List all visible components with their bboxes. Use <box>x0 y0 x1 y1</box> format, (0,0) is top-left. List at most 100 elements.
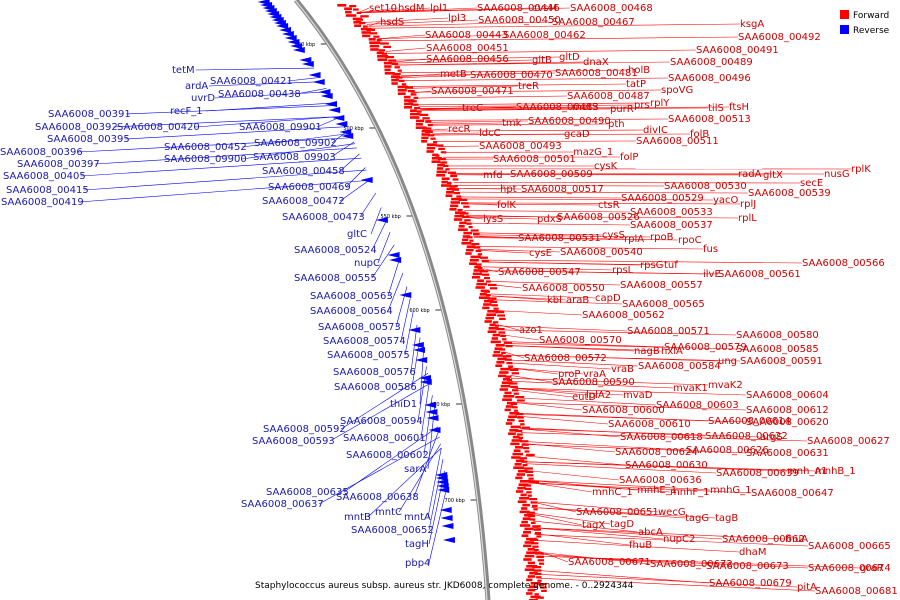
forward-gene-glyph <box>541 589 547 592</box>
forward-gene-glyph <box>345 14 357 17</box>
forward-gene-glyph <box>450 175 458 178</box>
legend: Forward Reverse <box>840 10 890 36</box>
reverse-gene-glyph <box>387 252 400 258</box>
forward-gene-glyph <box>539 586 547 589</box>
forward-gene-glyph <box>514 463 522 466</box>
reverse-gene-label: SAA6008_00469 <box>268 182 351 193</box>
forward-gene-glyph <box>510 402 518 405</box>
scale-tick-label: 550 kbp <box>380 214 400 220</box>
reverse-gene-label: gltC <box>347 229 367 240</box>
forward-gene-label: fhuB <box>629 540 652 551</box>
forward-gene-glyph <box>404 106 413 109</box>
forward-gene-label: SAA6008_00671 <box>568 557 651 568</box>
reverse-gene-glyph <box>419 379 432 385</box>
forward-gene-glyph <box>511 389 519 392</box>
forward-gene-label: gcaD <box>564 129 590 140</box>
forward-gene-glyph <box>456 195 462 198</box>
forward-gene-label: SAA6008_00540 <box>560 247 643 258</box>
reverse-gene-label: SAA6008_00420 <box>117 122 200 133</box>
forward-gene-label: holB <box>628 65 650 76</box>
forward-gene-label: wecG <box>658 507 686 518</box>
forward-gene-glyph <box>516 433 523 436</box>
forward-gene-glyph <box>349 5 357 8</box>
forward-leader-line <box>510 375 553 383</box>
genome-caption: Staphylococcus aureus subsp. aureus str.… <box>255 581 634 591</box>
forward-leader-line <box>520 432 808 442</box>
reverse-gene-label: SAA6008_00415 <box>6 185 89 196</box>
forward-gene-label: hxlA <box>661 346 683 357</box>
forward-gene-glyph <box>451 197 462 201</box>
forward-gene-glyph <box>442 164 449 167</box>
forward-gene-glyph <box>510 385 518 388</box>
forward-gene-label: mfd <box>483 170 503 181</box>
forward-gene-label: tuf <box>664 260 678 271</box>
scale-tick-label: 600 kbp <box>409 308 429 314</box>
forward-gene-glyph <box>458 225 465 228</box>
forward-gene-glyph <box>378 49 386 52</box>
forward-gene-label: SAA6008_00612 <box>746 405 829 416</box>
forward-leader-line <box>484 270 719 275</box>
reverse-gene-glyph <box>341 133 354 139</box>
forward-gene-glyph <box>441 180 448 184</box>
forward-gene-label: SAA6008_00636 <box>619 475 702 486</box>
forward-gene-glyph <box>529 538 539 541</box>
forward-gene-glyph <box>517 500 527 503</box>
forward-gene-glyph <box>421 133 430 136</box>
forward-leader-line <box>511 378 709 386</box>
forward-gene-glyph <box>427 124 433 127</box>
forward-gene-glyph <box>446 191 455 194</box>
forward-gene-glyph <box>529 481 539 484</box>
forward-leader-line <box>427 123 609 126</box>
reverse-gene-label: mntA <box>404 512 431 523</box>
forward-leader-line <box>495 310 583 316</box>
forward-gene-glyph <box>470 255 481 259</box>
forward-gene-glyph <box>497 314 505 317</box>
reverse-gene-label: SAA6008_00473 <box>282 212 365 223</box>
forward-gene-glyph <box>435 154 440 157</box>
forward-gene-label: dhaM <box>739 547 766 558</box>
forward-gene-glyph <box>526 592 533 595</box>
reverse-leader-line <box>345 167 366 188</box>
reverse-gene-label: SAA6008_00573 <box>318 322 401 333</box>
forward-gene-glyph <box>522 517 531 520</box>
forward-gene-label: mnhG_1 <box>710 485 752 496</box>
forward-gene-glyph <box>472 272 482 276</box>
forward-leader-line <box>532 513 583 526</box>
reverse-gene-label: SAA6008_00397 <box>17 159 100 170</box>
forward-leader-line <box>438 145 480 147</box>
forward-gene-glyph <box>410 116 420 119</box>
forward-leader-line <box>500 329 737 336</box>
forward-leader-line <box>420 108 611 111</box>
forward-leader-line <box>512 387 624 396</box>
scale-tick-label: 650 kbp <box>430 402 450 408</box>
reverse-gene-label: SAA6008_00438 <box>218 89 301 100</box>
forward-gene-glyph <box>473 246 481 249</box>
forward-leader-line <box>432 132 480 135</box>
reverse-gene-glyph <box>328 107 341 113</box>
forward-gene-glyph <box>535 552 544 555</box>
forward-gene-label: SAA6008_00603 <box>656 400 739 411</box>
forward-gene-glyph <box>376 51 384 55</box>
forward-gene-glyph <box>530 595 541 599</box>
forward-gene-glyph <box>482 306 490 310</box>
reverse-gene-glyph <box>418 375 431 381</box>
forward-gene-glyph <box>515 476 523 480</box>
forward-leader-line <box>394 61 671 66</box>
forward-gene-label: graR <box>860 563 884 574</box>
reverse-gene-label: SAA6008_00601 <box>343 433 426 444</box>
reverse-gene-label: SAA6008_00638 <box>336 492 419 503</box>
forward-leader-line <box>531 507 716 519</box>
forward-leader-line <box>457 191 749 194</box>
forward-gene-glyph <box>391 62 399 65</box>
forward-gene-glyph <box>411 103 419 106</box>
forward-gene-glyph <box>410 93 417 96</box>
forward-gene-label: SAA6008_00531 <box>518 233 601 244</box>
forward-gene-glyph <box>492 333 501 337</box>
forward-gene-glyph <box>527 494 532 497</box>
forward-gene-label: tatP <box>626 79 646 90</box>
forward-leader-line <box>538 574 798 588</box>
forward-gene-glyph <box>472 232 480 235</box>
forward-leader-line <box>501 334 540 341</box>
forward-leader-line <box>385 47 427 52</box>
reverse-gene-glyph <box>312 79 325 85</box>
